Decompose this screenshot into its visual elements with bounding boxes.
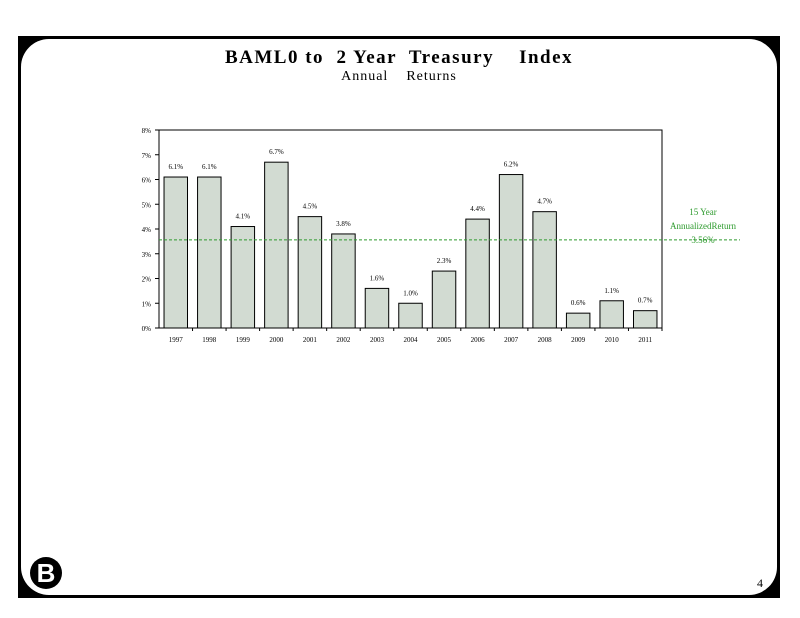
data-label-2001: 4.5% — [303, 203, 318, 211]
x-tick-label-2006: 2006 — [471, 336, 486, 344]
x-tick-label-1998: 1998 — [202, 336, 217, 344]
bar-2010 — [599, 300, 624, 329]
annualized-return-label-2: AnnualizedReturn — [670, 221, 736, 231]
y-tick-label: 0% — [142, 325, 152, 333]
data-label-1997: 6.1% — [168, 163, 183, 171]
page-number: 4 — [757, 576, 763, 590]
data-label-1998: 6.1% — [202, 163, 217, 171]
y-tick-label: 6% — [142, 177, 152, 185]
data-label-2007: 6.2% — [504, 161, 519, 169]
y-tick-label: 5% — [142, 201, 152, 209]
x-tick-label-2005: 2005 — [437, 336, 452, 344]
x-tick-label-2009: 2009 — [571, 336, 586, 344]
y-tick-label: 7% — [142, 152, 152, 160]
x-tick-label-2000: 2000 — [269, 336, 284, 344]
bar-2000 — [264, 161, 289, 329]
x-tick-label-1997: 1997 — [169, 336, 184, 344]
company-logo: B — [30, 557, 62, 589]
bar-1999 — [230, 226, 256, 329]
x-tick-label-2001: 2001 — [303, 336, 318, 344]
y-tick-label: 2% — [142, 276, 152, 284]
x-tick-label-2008: 2008 — [538, 336, 553, 344]
bar-2004 — [398, 302, 423, 329]
bar-2007 — [498, 174, 524, 329]
bar-2008 — [532, 211, 557, 329]
y-tick-label: 8% — [142, 127, 152, 135]
bar-2006 — [465, 218, 490, 329]
x-tick-label-2011: 2011 — [638, 336, 652, 344]
bar-2005 — [431, 270, 457, 329]
y-tick-label: 1% — [142, 300, 152, 308]
data-label-2005: 2.3% — [437, 257, 452, 265]
data-label-2011: 0.7% — [638, 297, 653, 305]
x-tick-label-2004: 2004 — [404, 336, 419, 344]
annualized-return-label-3: 3.56% — [691, 235, 715, 245]
x-tick-label-2007: 2007 — [504, 336, 518, 344]
slide-title: BAML0 to 2 Year Treasury Index — [224, 47, 574, 68]
annualized-return-label-1: 15 Year — [689, 207, 717, 217]
slide-frame: BAML0 to 2 Year Treasury Index Annual Re… — [18, 36, 780, 598]
bar-2002 — [331, 233, 356, 329]
data-label-2002: 3.8% — [336, 220, 351, 228]
bar-2009 — [565, 312, 591, 329]
bar-2003 — [364, 287, 390, 329]
x-tick-label-1999: 1999 — [236, 336, 251, 344]
bar-1997 — [163, 176, 189, 329]
y-tick-label: 4% — [142, 226, 152, 234]
bar-2001 — [297, 216, 323, 329]
bar-1998 — [197, 176, 222, 329]
data-label-2003: 1.6% — [370, 274, 385, 282]
bar-chart: 0% 1% 2% 3% 4% 5% 6% 7% 8% 6.1% 1997 6.1% 1998 4.1% 19… — [142, 127, 740, 344]
data-label-2004: 1.0% — [403, 289, 418, 297]
bar-2011 — [632, 310, 658, 329]
x-tick-label-2010: 2010 — [605, 336, 620, 344]
data-label-2000: 6.7% — [269, 148, 284, 156]
data-label-2006: 4.4% — [470, 205, 485, 213]
data-label-2010: 1.1% — [604, 287, 619, 295]
x-tick-label-2002: 2002 — [336, 336, 351, 344]
data-label-1999: 4.1% — [236, 213, 251, 221]
y-tick-label: 3% — [142, 251, 152, 259]
data-label-2009: 0.6% — [571, 299, 586, 307]
x-tick-label-2003: 2003 — [370, 336, 385, 344]
slide-panel: BAML0 to 2 Year Treasury Index Annual Re… — [21, 39, 777, 595]
slide-subtitle: Annual Returns — [341, 69, 457, 84]
data-label-2008: 4.7% — [537, 198, 552, 206]
